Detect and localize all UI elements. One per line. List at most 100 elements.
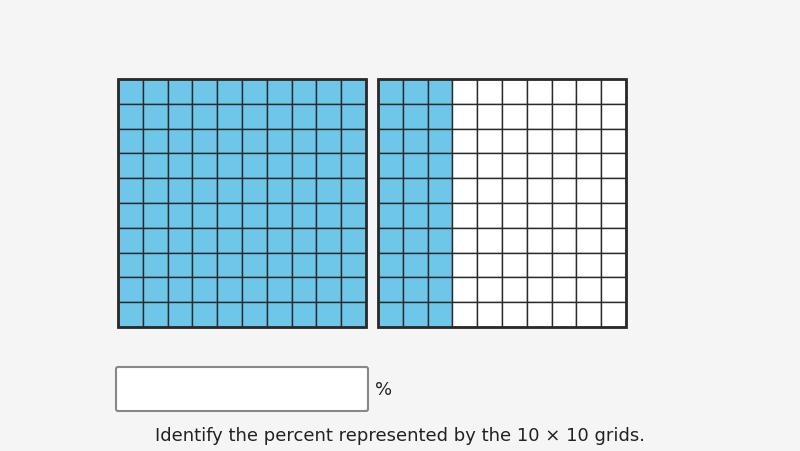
Bar — [342, 203, 366, 228]
Bar — [118, 203, 143, 228]
Bar — [218, 179, 242, 203]
Bar — [292, 278, 317, 303]
Bar — [168, 105, 193, 129]
Bar — [502, 228, 526, 253]
Bar — [242, 228, 267, 253]
Bar — [292, 253, 317, 278]
Bar — [316, 253, 341, 278]
Bar — [242, 154, 267, 179]
Bar — [242, 80, 267, 105]
Bar — [218, 105, 242, 129]
Bar — [168, 129, 193, 154]
Bar — [316, 129, 341, 154]
Bar — [378, 179, 403, 203]
Bar — [576, 179, 602, 203]
Bar — [193, 154, 218, 179]
Bar — [602, 303, 626, 327]
Bar — [477, 228, 502, 253]
Bar — [526, 129, 551, 154]
Bar — [143, 154, 168, 179]
Bar — [453, 253, 477, 278]
Bar — [118, 129, 143, 154]
Bar — [502, 154, 526, 179]
Bar — [428, 228, 453, 253]
Bar — [453, 105, 477, 129]
Bar — [242, 105, 267, 129]
Bar — [143, 228, 168, 253]
Bar — [552, 80, 576, 105]
Bar — [428, 154, 453, 179]
Bar — [143, 105, 168, 129]
Bar — [526, 303, 551, 327]
Bar — [378, 80, 626, 327]
Bar — [403, 228, 428, 253]
Bar — [526, 179, 551, 203]
Bar — [526, 80, 551, 105]
Bar — [602, 228, 626, 253]
Bar — [218, 154, 242, 179]
Bar — [242, 129, 267, 154]
Bar — [477, 303, 502, 327]
Bar — [342, 80, 366, 105]
Bar — [526, 203, 551, 228]
Bar — [242, 179, 267, 203]
Bar — [428, 80, 453, 105]
Bar — [193, 203, 218, 228]
Bar — [218, 203, 242, 228]
Bar — [342, 154, 366, 179]
Bar — [453, 154, 477, 179]
Bar — [316, 303, 341, 327]
Bar — [526, 154, 551, 179]
Bar — [267, 129, 292, 154]
Bar — [576, 203, 602, 228]
Bar — [342, 228, 366, 253]
Bar — [193, 303, 218, 327]
Bar — [242, 203, 267, 228]
Bar — [403, 80, 428, 105]
Bar — [193, 228, 218, 253]
Bar — [453, 129, 477, 154]
Bar — [502, 303, 526, 327]
Bar — [403, 303, 428, 327]
Bar — [552, 203, 576, 228]
Bar — [342, 105, 366, 129]
Text: Identify the percent represented by the 10 × 10 grids.: Identify the percent represented by the … — [155, 426, 645, 444]
Bar — [143, 179, 168, 203]
Bar — [316, 80, 341, 105]
Bar — [143, 203, 168, 228]
Bar — [428, 129, 453, 154]
Bar — [428, 203, 453, 228]
Text: %: % — [375, 380, 392, 398]
Bar — [453, 80, 477, 105]
Bar — [292, 129, 317, 154]
Bar — [477, 154, 502, 179]
Bar — [267, 278, 292, 303]
Bar — [378, 154, 403, 179]
Bar — [118, 253, 143, 278]
Bar — [502, 129, 526, 154]
Bar — [403, 179, 428, 203]
Bar — [316, 228, 341, 253]
Bar — [602, 253, 626, 278]
Bar — [403, 105, 428, 129]
Bar — [477, 105, 502, 129]
Bar — [502, 179, 526, 203]
Bar — [267, 228, 292, 253]
Bar — [193, 179, 218, 203]
Bar — [316, 203, 341, 228]
Bar — [118, 278, 143, 303]
Bar — [168, 253, 193, 278]
Bar — [316, 179, 341, 203]
Bar — [477, 253, 502, 278]
Bar — [193, 253, 218, 278]
Bar — [118, 154, 143, 179]
Bar — [118, 179, 143, 203]
Bar — [428, 105, 453, 129]
Bar — [453, 278, 477, 303]
Bar — [576, 80, 602, 105]
Bar — [168, 203, 193, 228]
Bar — [477, 80, 502, 105]
Bar — [552, 253, 576, 278]
Bar — [602, 80, 626, 105]
Bar — [502, 253, 526, 278]
